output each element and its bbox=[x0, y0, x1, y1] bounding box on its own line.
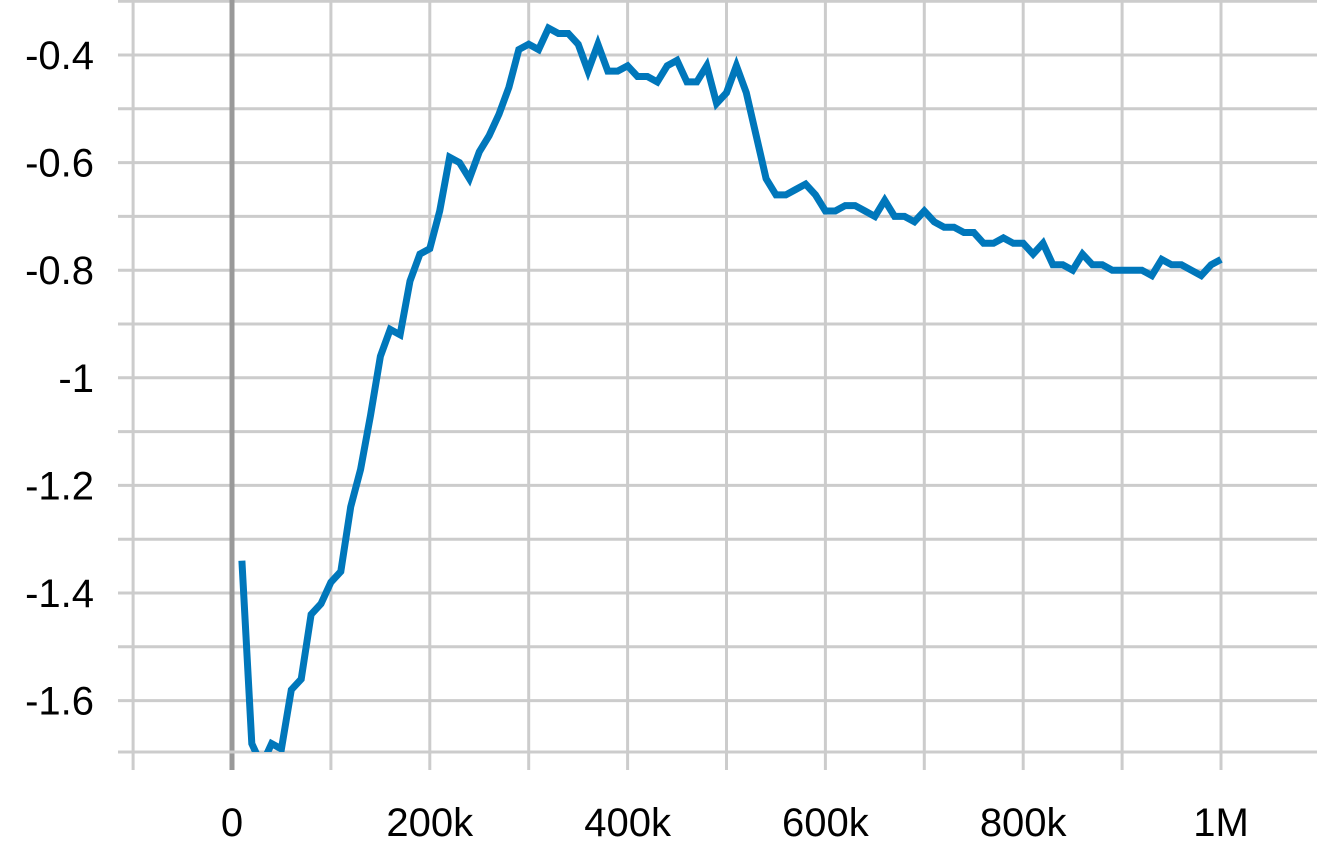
y-tick-label: -0.8 bbox=[25, 249, 94, 293]
series-group bbox=[238, 23, 1223, 752]
x-tick-label: 1M bbox=[1193, 801, 1249, 845]
x-tick-label: 800k bbox=[980, 801, 1068, 845]
y-tick-label: -1.2 bbox=[25, 464, 94, 508]
x-tick-label: 0 bbox=[221, 801, 243, 845]
y-tick-label: -1.4 bbox=[25, 572, 94, 616]
x-axis-tick-labels: 0 200k 400k 600k 800k 1M bbox=[221, 801, 1249, 845]
y-tick-label: -0.6 bbox=[25, 142, 94, 186]
series-line-0 bbox=[238, 23, 1223, 752]
x-tick-label: 600k bbox=[782, 801, 870, 845]
y-tick-label: -1 bbox=[58, 357, 94, 401]
x-tick-label: 200k bbox=[386, 801, 474, 845]
y-axis-tick-labels: -0.4 -0.6 -0.8 -1 -1.2 -1.4 -1.6 bbox=[25, 34, 94, 724]
gridlines bbox=[118, 0, 1317, 770]
y-tick-label: -0.4 bbox=[25, 34, 94, 78]
y-tick-label: -1.6 bbox=[25, 680, 94, 724]
x-tick-label: 400k bbox=[584, 801, 672, 845]
